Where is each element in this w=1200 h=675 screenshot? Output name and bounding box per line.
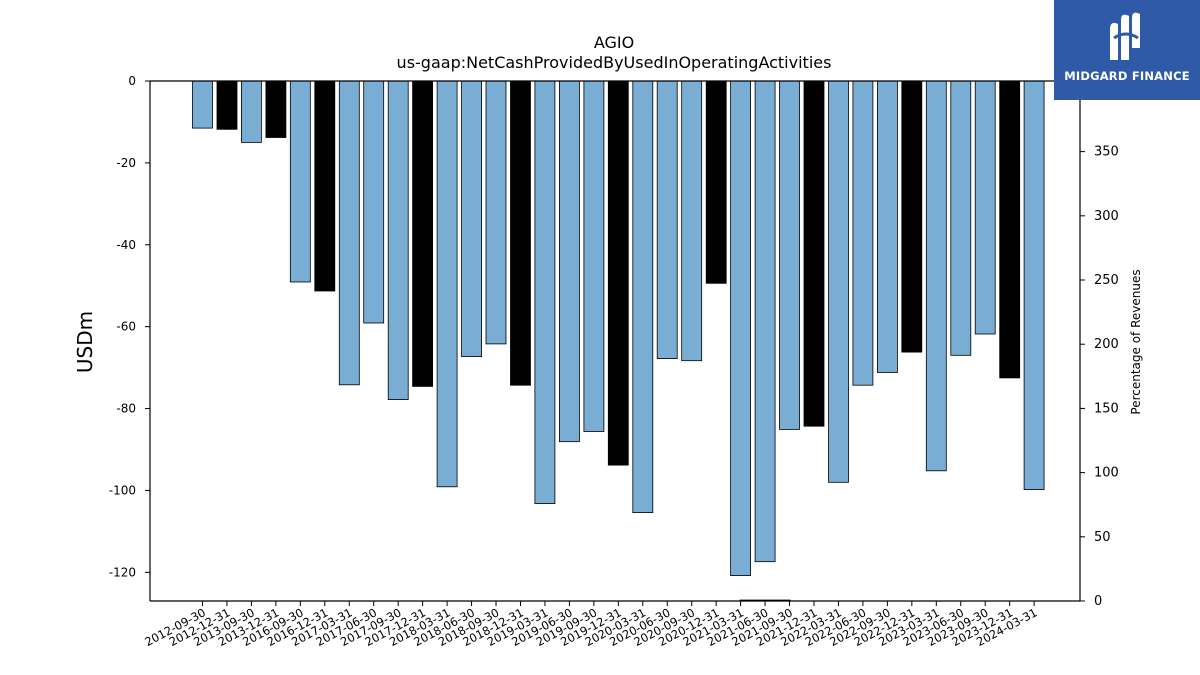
bars-group bbox=[192, 80, 1045, 602]
chart-subtitle: us-gaap:NetCashProvidedByUsedInOperating… bbox=[397, 53, 832, 72]
y-axis-label: USDm bbox=[73, 311, 97, 373]
bar-2018-12-31 bbox=[510, 80, 531, 386]
bar-2023-09-30 bbox=[974, 80, 996, 335]
bar-2020-12-31 bbox=[705, 80, 727, 284]
bar-2018-06-30 bbox=[461, 80, 483, 358]
bar-2020-09-30 bbox=[681, 80, 703, 362]
bar-2017-09-30 bbox=[387, 80, 409, 401]
brand-logo: MIDGARD FINANCE bbox=[1054, 0, 1200, 100]
bar-2016-12-31 bbox=[314, 80, 336, 292]
bar-2020-06-30 bbox=[656, 80, 678, 360]
bar-2019-09-30 bbox=[583, 80, 605, 432]
y-tick-label: -120 bbox=[109, 565, 136, 579]
logo-text: MIDGARD FINANCE bbox=[1064, 69, 1190, 83]
bar-2023-12-31 bbox=[999, 80, 1021, 379]
y-right-tick-label: 300 bbox=[1094, 209, 1119, 224]
y-tick-label: -60 bbox=[116, 320, 136, 334]
bar-2021-06-30 bbox=[754, 80, 776, 563]
y-tick-label: 0 bbox=[128, 74, 136, 88]
bar-2013-09-30 bbox=[240, 80, 262, 143]
y-axis-label-right: Percentage of Revenues bbox=[1129, 269, 1143, 414]
y-tick-label: -40 bbox=[116, 238, 136, 252]
bar-2022-06-30 bbox=[852, 80, 874, 386]
y-tick-label: -20 bbox=[116, 156, 136, 170]
y-right-tick-label: 50 bbox=[1094, 530, 1111, 545]
bar-2017-06-30 bbox=[363, 80, 385, 324]
midgard-logo-icon bbox=[1110, 12, 1140, 61]
bar-2022-09-30 bbox=[877, 80, 898, 373]
y-right-tick-label: 200 bbox=[1094, 337, 1119, 352]
bar-2018-03-31 bbox=[436, 80, 458, 488]
bar-2024-03-31 bbox=[1023, 80, 1045, 491]
bar-2023-03-31 bbox=[925, 80, 947, 472]
y-tick-label: -80 bbox=[116, 402, 136, 416]
y-tick-label: -100 bbox=[109, 483, 136, 497]
bar-2017-12-31 bbox=[412, 80, 434, 387]
bar-2022-12-31 bbox=[901, 80, 923, 353]
y-right-tick-label: 100 bbox=[1094, 466, 1119, 481]
axes-group: 0 -20 -40 -60 -80 -100 -120 0 50 100 150 200 250 300 3… bbox=[109, 74, 1119, 649]
bar-2017-03-31 bbox=[338, 80, 360, 386]
y-right-tick-label: 350 bbox=[1094, 145, 1119, 160]
y-right-tick-label: 0 bbox=[1094, 594, 1102, 609]
bar-2012-12-31 bbox=[216, 80, 238, 130]
bar-2020-03-31 bbox=[632, 80, 654, 514]
bar-2019-06-30 bbox=[559, 80, 580, 443]
bar-2022-03-31 bbox=[828, 80, 849, 483]
bar-2019-03-31 bbox=[534, 80, 556, 505]
bar-2021-09-30 bbox=[779, 80, 800, 430]
bar-2021-12-31 bbox=[803, 80, 825, 427]
bar-2023-06-30 bbox=[950, 80, 972, 356]
y-right-tick-label: 150 bbox=[1094, 401, 1119, 416]
bar-2016-09-30 bbox=[289, 80, 311, 283]
y-right-tick-label: 250 bbox=[1094, 273, 1119, 288]
bar-2013-12-31 bbox=[265, 80, 287, 138]
bar-2019-12-31 bbox=[607, 80, 629, 466]
bar-2012-09-30 bbox=[192, 80, 213, 129]
bar-2021-03-31 bbox=[730, 80, 751, 577]
bar-2018-09-30 bbox=[485, 80, 507, 345]
chart-title: AGIO bbox=[594, 33, 634, 52]
